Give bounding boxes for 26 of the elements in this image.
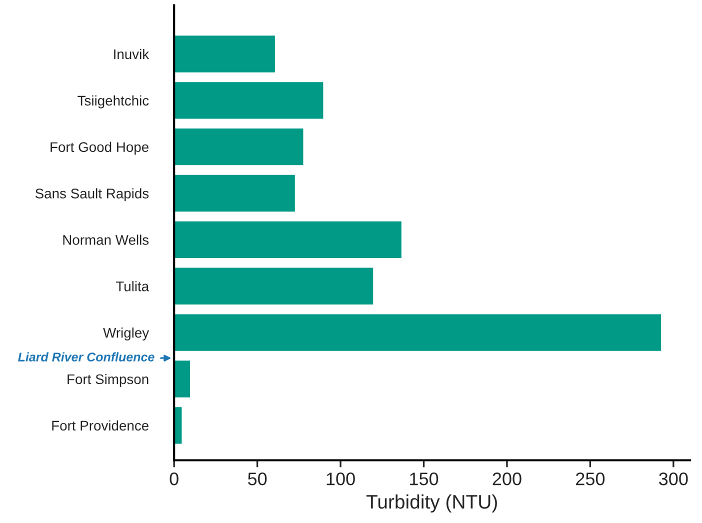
y-tick-label: Inuvik bbox=[114, 48, 150, 60]
y-tick-label: Fort Simpson bbox=[68, 374, 148, 387]
bar bbox=[174, 359, 192, 399]
x-tick-label: 150 bbox=[410, 472, 438, 486]
x-axis-title: Turbidity (NTU) bbox=[366, 494, 497, 513]
bar bbox=[174, 312, 662, 352]
x-tick-label: 0 bbox=[170, 472, 178, 486]
text: Liard River Confluence bbox=[18, 352, 154, 362]
y-tick-label: Tulita bbox=[116, 281, 150, 292]
bar bbox=[174, 80, 325, 120]
bar bbox=[174, 174, 296, 213]
x-tick-label: 200 bbox=[492, 472, 522, 486]
x-tick-label: 100 bbox=[326, 472, 355, 486]
y-tick-label: Fort Providence bbox=[52, 420, 148, 431]
y-tick-label: Sans Sault Rapids bbox=[35, 188, 149, 202]
bar bbox=[174, 34, 276, 74]
bar bbox=[174, 127, 305, 167]
y-tick-label: Norman Wells bbox=[63, 234, 149, 245]
bar bbox=[174, 220, 403, 260]
y-tick-label: Tsiigehtchic bbox=[78, 95, 149, 108]
y-tick-label: Wrigley bbox=[103, 328, 150, 340]
x-tick-label: 50 bbox=[248, 472, 267, 486]
x-tick-label: 300 bbox=[659, 472, 688, 486]
bar bbox=[174, 266, 375, 306]
y-tick-label: Fort Good Hope bbox=[50, 142, 148, 155]
x-tick-label: 250 bbox=[576, 472, 605, 486]
